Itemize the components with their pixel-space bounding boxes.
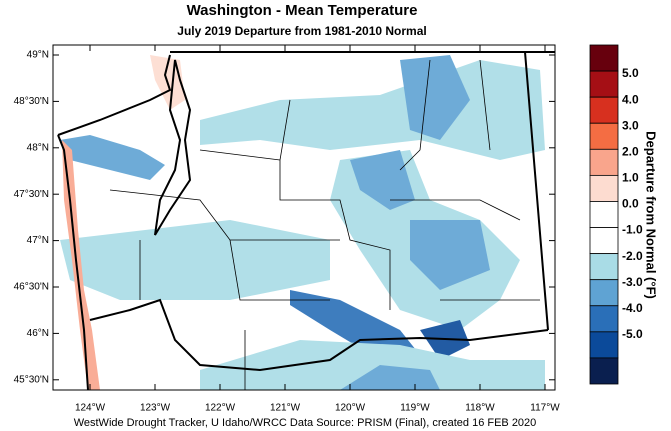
colorbar-bin [589, 148, 619, 176]
anomaly-patch [410, 220, 490, 290]
colorbar-bin [589, 70, 619, 98]
colorbar-label: -3.0 [622, 275, 643, 289]
lat-label: 46°30'N [14, 282, 49, 293]
state-border [170, 51, 555, 331]
colorbar-label: 3.0 [622, 118, 639, 132]
state-border [89, 298, 549, 372]
colorbar-label: -5.0 [622, 327, 643, 341]
anomaly-patch [60, 135, 165, 180]
colorbar-bin [589, 331, 619, 359]
lon-label: 123°W [140, 403, 171, 414]
coastline [57, 54, 172, 136]
map [52, 44, 556, 391]
county-lines [109, 59, 540, 390]
lat-label: 46°N [27, 328, 49, 339]
anomaly-patch [340, 365, 440, 390]
colorbar-bin [589, 122, 619, 150]
lon-label: 117°W [530, 403, 560, 414]
colorbar-bin [589, 253, 619, 281]
colorbar-title: Departure from Normal (°F) [644, 131, 659, 299]
coastline [57, 134, 89, 391]
lat-label: 45°30'N [14, 374, 49, 385]
anomaly-field [60, 55, 545, 390]
boundaries [57, 51, 555, 391]
colorbar-label: 2.0 [622, 144, 639, 158]
colorbar-bin [589, 279, 619, 307]
colorbar-label: 0.0 [622, 197, 639, 211]
lat-label: 48°N [27, 142, 49, 153]
colorbar-bin [589, 44, 619, 72]
anomaly-patch [200, 340, 545, 390]
anomaly-patch [62, 140, 100, 390]
lat-label: 47°N [27, 235, 49, 246]
colorbar-label: -1.0 [622, 223, 643, 237]
anomaly-patch [350, 150, 415, 210]
colorbar: 5.0 4.0 3.0 2.0 1.0 0.0 -1.0 -2.0 -3.0 -4.0 -5.0 [589, 44, 643, 385]
colorbar-bin [589, 201, 619, 228]
lat-label: 48°30'N [14, 96, 49, 107]
lon-label: 120°W [335, 403, 366, 414]
lon-label: 119°W [400, 403, 430, 414]
title: Washington - Mean Temperature [187, 2, 418, 19]
colorbar-bin [589, 227, 619, 255]
lat-label: 47°30'N [14, 189, 49, 200]
colorbar-bin [589, 174, 619, 202]
anomaly-patch [290, 290, 420, 360]
subtitle: July 2019 Departure from 1981-2010 Norma… [177, 24, 426, 38]
colorbar-bin [589, 357, 619, 385]
lon-label: 118°W [465, 403, 495, 414]
anomaly-patch [400, 55, 470, 140]
colorbar-label: 5.0 [622, 66, 639, 80]
footer: WestWide Drought Tracker, U Idaho/WRCC D… [74, 417, 537, 429]
puget-sound [154, 59, 192, 236]
lon-label: 122°W [205, 403, 236, 414]
colorbar-label: -4.0 [622, 301, 643, 315]
colorbar-label: 1.0 [622, 171, 639, 185]
lon-label: 121°W [270, 403, 301, 414]
colorbar-label: 4.0 [622, 92, 639, 106]
lon-label: 124°W [75, 403, 106, 414]
lat-label: 49°N [27, 50, 49, 61]
colorbar-bin [589, 305, 619, 333]
colorbar-label: -2.0 [622, 249, 643, 263]
map-frame [52, 44, 556, 391]
colorbar-bin [589, 96, 619, 124]
